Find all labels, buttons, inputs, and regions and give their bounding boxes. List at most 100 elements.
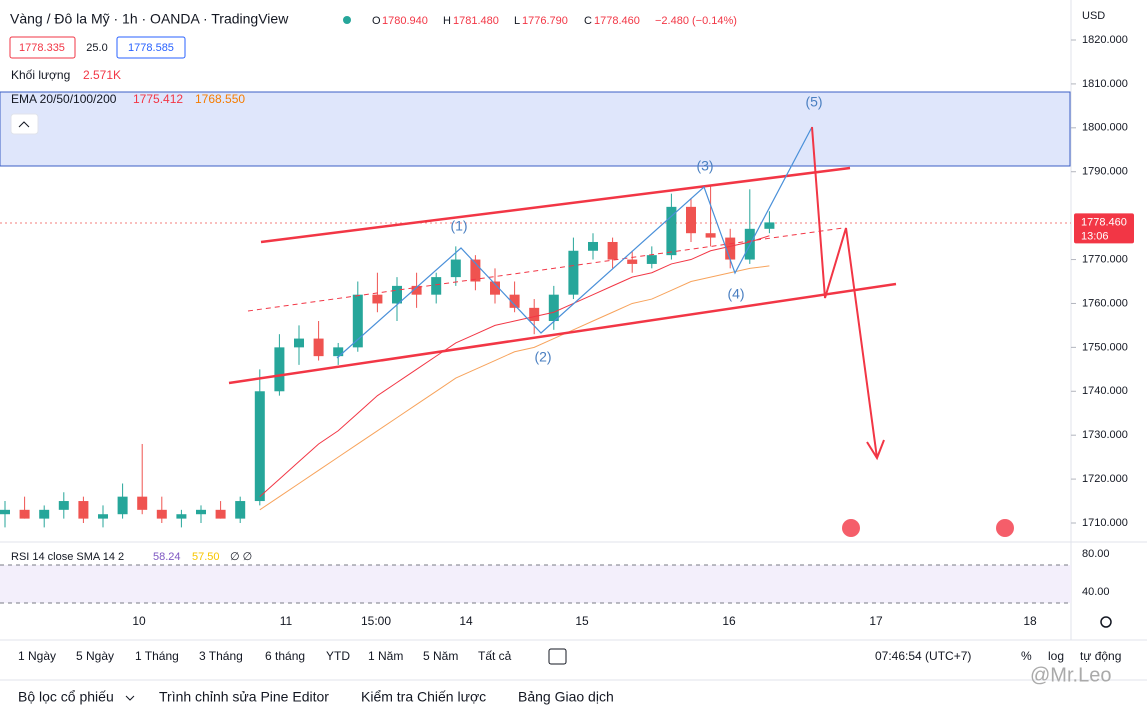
candle-body <box>450 259 461 278</box>
candle-body <box>588 241 598 251</box>
ema-line <box>259 265 770 511</box>
chevron <box>18 121 30 128</box>
change: −2.480 (−0.14%) <box>655 15 737 27</box>
candle-body <box>156 509 167 519</box>
ema-value: 1775.412 <box>133 92 183 106</box>
rsi-label: RSI 14 close SMA 14 2 <box>11 551 124 563</box>
time-label: 11 <box>280 614 293 628</box>
ohlc-value: 1776.790 <box>522 15 568 27</box>
candle-body <box>490 281 500 295</box>
ask-box[interactable] <box>116 36 186 59</box>
scale-option[interactable]: tự động <box>1080 649 1121 663</box>
time-label: 10 <box>132 614 146 628</box>
candle-body <box>509 294 520 308</box>
ema-label: EMA 20/50/100/200 <box>11 92 117 106</box>
candle-body <box>352 294 363 348</box>
time-label: 17 <box>869 614 883 628</box>
candle-body <box>58 501 69 510</box>
candle-body <box>431 277 442 295</box>
volume-label: Khối lượng <box>11 68 70 82</box>
candle-body <box>392 285 402 304</box>
forecast-arrow <box>811 126 878 459</box>
range-button[interactable]: 5 Ngày <box>76 649 114 663</box>
settings-icon[interactable] <box>1100 616 1112 628</box>
candle-body <box>529 307 540 322</box>
ohlc-key: L <box>514 15 520 27</box>
price-tick: 1760.000 <box>1082 297 1128 309</box>
channel-mid <box>247 227 844 312</box>
ohlc-value: 1780.940 <box>382 15 428 27</box>
candle-body <box>646 255 657 264</box>
wave-label: (4) <box>727 286 744 302</box>
range-bar: 1 Ngày 5 Ngày 1 Tháng 3 Tháng 6 tháng YTD 1 Nă… <box>18 649 512 663</box>
rsi-value: 57.50 <box>192 551 220 563</box>
candle-body <box>254 391 265 502</box>
candle-body <box>411 285 422 295</box>
collapse-button[interactable] <box>10 113 39 135</box>
rsi-value: 58.24 <box>153 551 181 563</box>
price-tick: 1790.000 <box>1082 166 1128 178</box>
bid-box[interactable] <box>9 36 76 59</box>
event-flag[interactable] <box>842 519 860 537</box>
wave-label: (1) <box>450 218 467 234</box>
rsi-value: ∅ ∅ <box>230 551 252 563</box>
candle-body <box>627 259 638 264</box>
scale-option[interactable]: % <box>1021 649 1032 663</box>
footer-tab[interactable]: Bảng Giao dịch <box>518 689 614 705</box>
ohlc-value: 1781.480 <box>453 15 499 27</box>
candle-body <box>0 509 10 515</box>
range-button[interactable]: 1 Tháng <box>135 649 179 663</box>
candle-body <box>607 241 618 260</box>
candle-body <box>568 250 579 295</box>
range-button[interactable]: 6 tháng <box>265 649 305 663</box>
candle-body <box>666 206 677 256</box>
range-button[interactable]: 5 Năm <box>423 649 458 663</box>
candle-body <box>294 338 304 348</box>
last-price: 1778.460 <box>1081 216 1127 228</box>
ohlc-key: O <box>372 15 381 27</box>
countdown: 13:06 <box>1081 230 1109 242</box>
wave-label: (3) <box>696 158 713 174</box>
candle-body <box>313 338 324 357</box>
time-label: 16 <box>722 614 736 628</box>
highlight-zone <box>0 91 1071 167</box>
currency[interactable]: USD <box>1082 10 1105 22</box>
last-price-box <box>1074 213 1134 244</box>
range-button[interactable]: 1 Năm <box>368 649 403 663</box>
event-flag[interactable] <box>996 519 1014 537</box>
rsi-tick: 40.00 <box>1082 586 1110 598</box>
candle-body <box>705 233 716 238</box>
rsi-band <box>0 565 1071 603</box>
candle-body <box>117 496 128 515</box>
bid[interactable]: 1778.335 <box>19 42 65 54</box>
scale-option[interactable]: log <box>1048 649 1064 663</box>
candle-body <box>137 496 148 510</box>
footer-tab[interactable]: Bộ lọc cổ phiếu <box>18 689 114 705</box>
candle-body <box>39 509 50 519</box>
range-button[interactable]: Tất cả <box>478 649 512 663</box>
footer-tab[interactable]: Kiểm tra Chiến lược <box>361 689 486 705</box>
chevron <box>125 695 135 701</box>
footer-tab[interactable]: Trình chỉnh sửa Pine Editor <box>159 689 329 705</box>
range-button[interactable]: 3 Tháng <box>199 649 243 663</box>
candle-body <box>196 509 206 515</box>
candle-body <box>764 222 775 229</box>
range-button[interactable]: YTD <box>326 649 350 663</box>
candle-body <box>333 347 344 357</box>
volume-value: 2.571K <box>83 68 121 82</box>
range-button[interactable]: 1 Ngày <box>18 649 56 663</box>
price-tick: 1820.000 <box>1082 34 1128 46</box>
time-label: 18 <box>1023 614 1037 628</box>
candle-body <box>215 509 226 519</box>
price-tick: 1730.000 <box>1082 429 1128 441</box>
candle-body <box>235 501 246 519</box>
wave-label: (5) <box>805 94 822 110</box>
candle-body <box>725 237 736 260</box>
ask[interactable]: 1778.585 <box>128 42 174 54</box>
ohlc-key: C <box>584 15 592 27</box>
date-range-icon[interactable] <box>548 648 567 665</box>
price-tick: 1800.000 <box>1082 122 1128 134</box>
plot <box>0 184 775 528</box>
